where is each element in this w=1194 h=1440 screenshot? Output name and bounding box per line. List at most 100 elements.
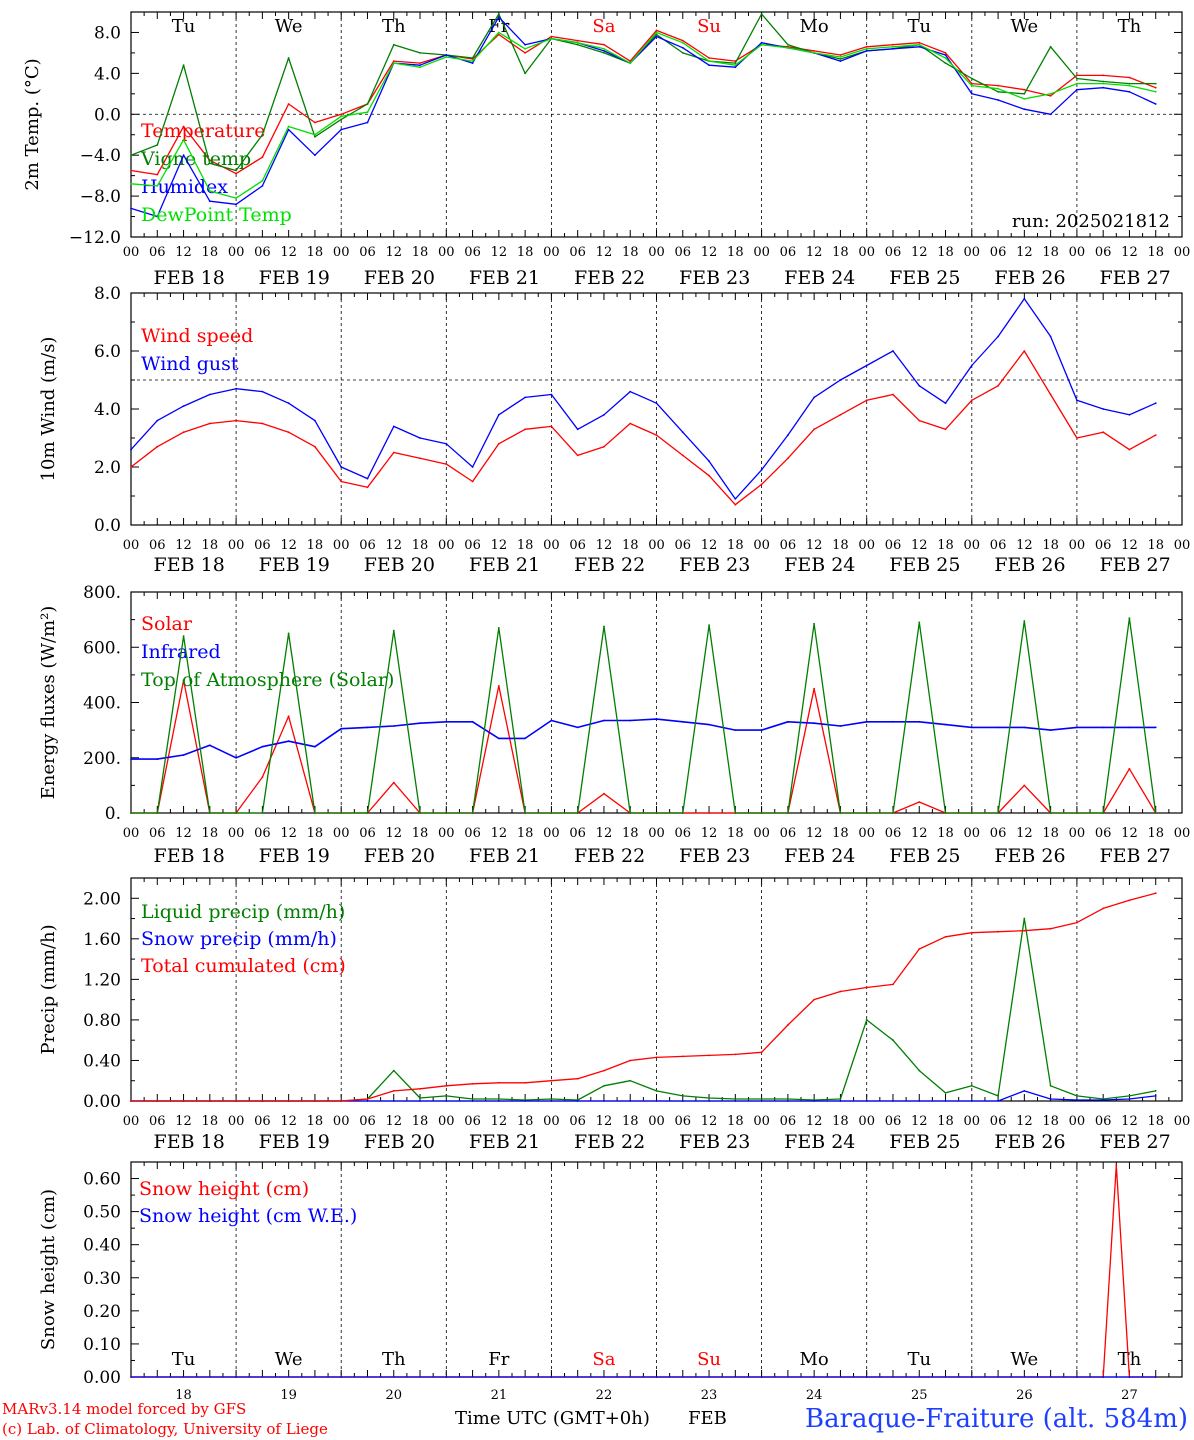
data-point: [261, 745, 264, 748]
data-point: [235, 203, 238, 206]
data-point: [524, 396, 526, 399]
data-point: [970, 726, 973, 729]
data-point: [865, 47, 868, 50]
data-point: [287, 103, 290, 105]
data-point: [524, 812, 526, 814]
data-point: [497, 685, 500, 687]
data-point: [1076, 1099, 1078, 1101]
data-point: [708, 1100, 710, 1102]
date-label: FEB 25: [889, 1131, 960, 1153]
data-point: [944, 54, 947, 56]
y-tick-label: 1.20: [83, 970, 121, 990]
data-point: [392, 1100, 395, 1102]
data-point: [944, 402, 947, 405]
data-point: [970, 82, 973, 85]
data-point: [603, 1069, 605, 1072]
data-point: [1076, 74, 1078, 77]
data-point: [392, 43, 395, 46]
data-point: [550, 37, 553, 40]
data-point: [1076, 812, 1078, 814]
data-point: [1023, 784, 1026, 787]
data-point: [130, 154, 132, 157]
data-point: [156, 173, 159, 176]
hour-label: 18: [517, 1114, 534, 1129]
data-point: [497, 627, 500, 629]
data-point: [1049, 113, 1052, 116]
data-point: [734, 64, 737, 67]
data-point: [813, 998, 815, 1001]
data-point: [419, 66, 421, 69]
series-temp-0: [130, 29, 1157, 176]
y-tick-label: 0.00: [83, 1368, 121, 1388]
data-point: [1049, 812, 1052, 814]
date-label: FEB 21: [469, 267, 540, 289]
hour-label: 00: [123, 826, 140, 841]
hour-label: 00: [333, 1114, 350, 1129]
hour-label: 12: [385, 1114, 402, 1129]
data-point: [839, 990, 842, 993]
series-line: [131, 679, 1157, 814]
data-point: [1128, 84, 1131, 87]
data-point: [944, 723, 947, 726]
weekday-label: Sa: [592, 16, 615, 37]
data-point: [419, 1087, 421, 1090]
data-point: [497, 31, 500, 34]
data-point: [655, 1100, 658, 1102]
data-point: [813, 687, 815, 690]
data-point: [1154, 812, 1157, 814]
data-point: [997, 99, 999, 101]
data-point: [1023, 88, 1026, 91]
series-flux-2: [130, 617, 1157, 814]
data-point: [997, 87, 999, 90]
data-point: [1023, 297, 1026, 300]
y-tick-label: −12.0: [69, 228, 121, 248]
hour-label: 18: [832, 1114, 849, 1129]
x-axis-month: FEB: [688, 1408, 727, 1429]
data-point: [1076, 1095, 1078, 1097]
data-point: [497, 13, 500, 15]
data-point: [970, 812, 973, 814]
data-point: [787, 812, 789, 814]
weekday-label: Th: [382, 16, 406, 37]
hour-label: 12: [175, 538, 192, 553]
data-point: [1154, 103, 1157, 105]
hour-label: 00: [858, 538, 875, 553]
data-point: [918, 384, 921, 387]
data-point: [839, 1098, 842, 1100]
hour-label: 06: [149, 1114, 166, 1129]
data-point: [314, 745, 316, 748]
data-point: [445, 812, 448, 814]
data-point: [655, 35, 658, 38]
data-point: [419, 1097, 421, 1099]
hour-label: 06: [780, 1114, 797, 1129]
data-point: [655, 718, 658, 720]
data-point: [1154, 90, 1157, 93]
hour-label: 06: [254, 538, 271, 553]
data-point: [1049, 95, 1052, 97]
hour-label: 18: [622, 245, 639, 260]
data-point: [550, 393, 553, 396]
hour-label: 06: [675, 1114, 692, 1129]
day-number-label: 23: [701, 1388, 718, 1403]
data-point: [445, 1376, 448, 1378]
hour-label: 18: [1042, 1114, 1059, 1129]
data-point: [1102, 86, 1105, 89]
hour-label: 06: [569, 245, 586, 260]
hour-label: 12: [1016, 826, 1033, 841]
hour-label: 18: [937, 245, 954, 260]
data-point: [497, 737, 500, 740]
data-point: [524, 737, 526, 740]
data-point: [287, 125, 290, 128]
run-label: run: 2025021812: [1012, 211, 1170, 232]
data-point: [261, 1100, 264, 1102]
data-point: [287, 1100, 290, 1102]
data-point: [839, 812, 842, 814]
data-point: [629, 390, 632, 393]
data-point: [156, 144, 159, 146]
hour-label: 06: [569, 1114, 586, 1129]
y-axis-label: 10m Wind (m/s): [38, 337, 59, 482]
data-point: [261, 179, 264, 182]
data-point: [497, 1100, 500, 1102]
y-tick-label: 0.10: [83, 1335, 121, 1355]
hour-label: 06: [464, 245, 481, 260]
